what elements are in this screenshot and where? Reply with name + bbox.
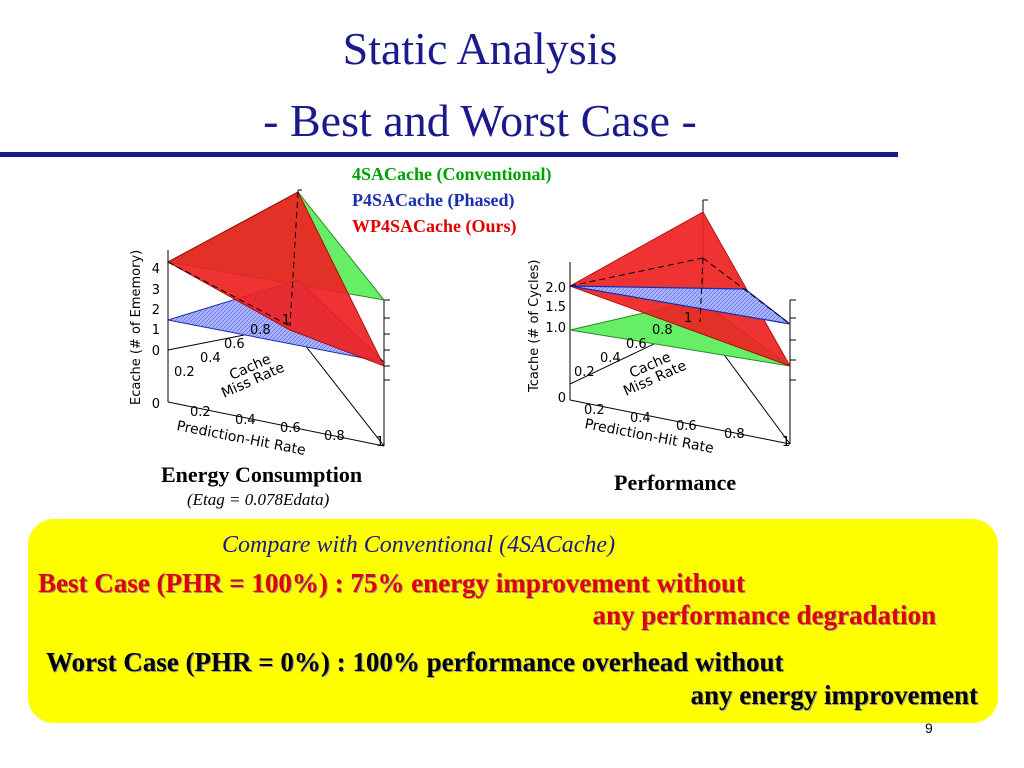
energy-3d-plot: Ecache (# of Ememory) 4 3 2 1 0 0 0.2 0.…: [129, 189, 390, 459]
performance-phr-tick: 0.2: [584, 403, 605, 418]
performance-origin-label: 0: [558, 391, 566, 406]
energy-z-tick: 3: [152, 283, 160, 298]
energy-z-axis-label: Ecache (# of Ememory): [129, 250, 144, 405]
performance-3d-plot: Tcache (# of Cycles) 2.0 1.5 1.0 0 0.2 0…: [527, 199, 796, 457]
performance-caption: Performance: [614, 470, 737, 495]
performance-miss-tick: 0.2: [574, 365, 595, 380]
energy-phr-tick: 0.2: [190, 405, 211, 420]
energy-miss-tick: 0.2: [174, 365, 195, 380]
energy-z-tick: 2: [152, 303, 160, 318]
energy-ours-plane: [166, 191, 386, 367]
performance-phr-axis: [569, 399, 791, 445]
slide-title-line2: - Best and Worst Case -: [263, 95, 697, 146]
energy-origin-label: 0: [152, 397, 160, 412]
best-case-line2: any performance degradation: [592, 600, 936, 630]
legend-phased: P4SACache (Phased): [352, 190, 515, 210]
title-divider: [0, 152, 898, 157]
energy-miss-tick: 0.6: [224, 337, 245, 352]
energy-phr-tick: 0.8: [324, 429, 345, 444]
energy-caption-note: (Etag = 0.078Edata): [187, 490, 330, 509]
performance-phr-tick: 0.8: [724, 427, 745, 442]
performance-z-tick: 2.0: [545, 281, 566, 296]
energy-phr-axis: [167, 401, 385, 447]
energy-phr-tick: 1: [376, 435, 384, 450]
worst-case-line2: any energy improvement: [690, 680, 978, 710]
summary-box: [28, 519, 998, 723]
energy-z-tick: 0: [152, 344, 160, 359]
best-case-line1: Best Case (PHR = 100%) : 75% energy impr…: [38, 568, 746, 598]
energy-miss-tick: 0.8: [250, 323, 271, 338]
performance-z-tick: 1.5: [545, 300, 566, 315]
legend-ours: WP4SACache (Ours): [352, 216, 517, 236]
performance-miss-tick: 1: [684, 311, 692, 326]
energy-phr-tick: 0.4: [235, 413, 256, 428]
performance-phr-tick: 0.6: [676, 419, 697, 434]
energy-z-tick: 4: [152, 262, 160, 277]
energy-phr-tick: 0.6: [280, 421, 301, 436]
slide-title-line1: Static Analysis: [342, 23, 618, 74]
performance-phr-tick: 0.4: [630, 411, 651, 426]
performance-z-axis-label: Tcache (# of Cycles): [527, 260, 542, 394]
worst-case-line1: Worst Case (PHR = 0%) : 100% performance…: [46, 647, 784, 677]
performance-z-tick: 1.0: [545, 321, 566, 336]
energy-miss-tick: 0.4: [200, 351, 221, 366]
legend-conventional: 4SACache (Conventional): [352, 164, 552, 184]
page-number: 9: [925, 720, 933, 736]
energy-miss-tick: 1: [282, 313, 290, 328]
performance-miss-tick: 0.6: [626, 337, 647, 352]
performance-phr-tick: 1: [782, 435, 790, 450]
performance-miss-tick: 0.4: [600, 351, 621, 366]
energy-caption: Energy Consumption: [161, 462, 363, 487]
summary-heading: Compare with Conventional (4SACache): [222, 532, 616, 558]
energy-z-tick: 1: [152, 323, 160, 338]
performance-miss-tick: 0.8: [652, 323, 673, 338]
